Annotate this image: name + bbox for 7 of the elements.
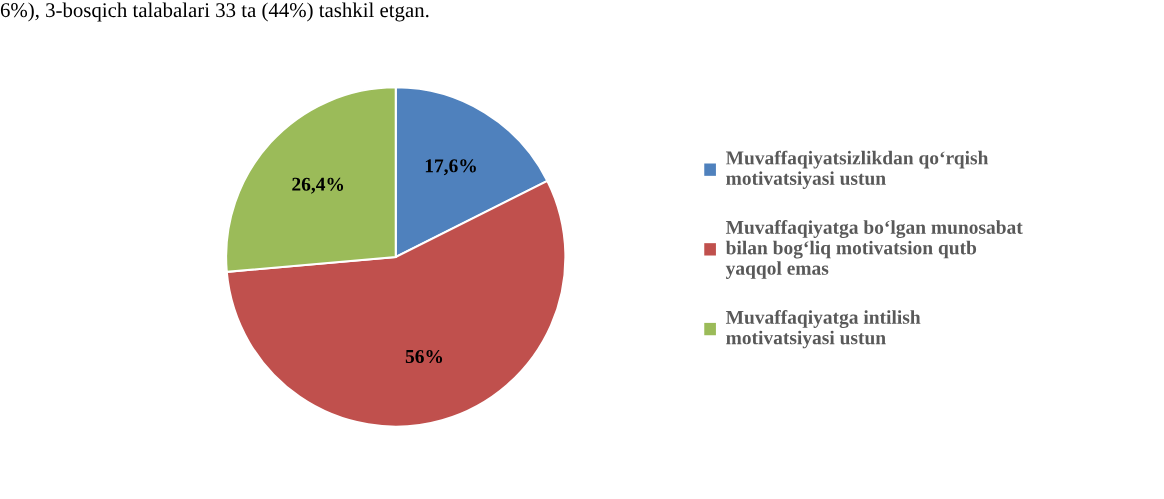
data-label: 26,4% xyxy=(292,177,344,194)
data-label: 56% xyxy=(405,349,443,364)
legend-label: Muvaffaqiyatga bo‘lgan munosabat bilan bog‘liq motivatsion qutb yaqqol emas xyxy=(725,220,1023,279)
legend-label: Muvaffaqiyatsizlikdan qo‘rqish motivatsiyasi ustun xyxy=(725,150,989,189)
text: 6%), 3-bosqich talabalari 33 ta (44%) tashkil etgan. xyxy=(0,2,429,22)
legend-label: Muvaffaqiyatga intilish motivatsiyasi ustun xyxy=(725,309,921,349)
data-label: 17,6% xyxy=(425,159,476,176)
